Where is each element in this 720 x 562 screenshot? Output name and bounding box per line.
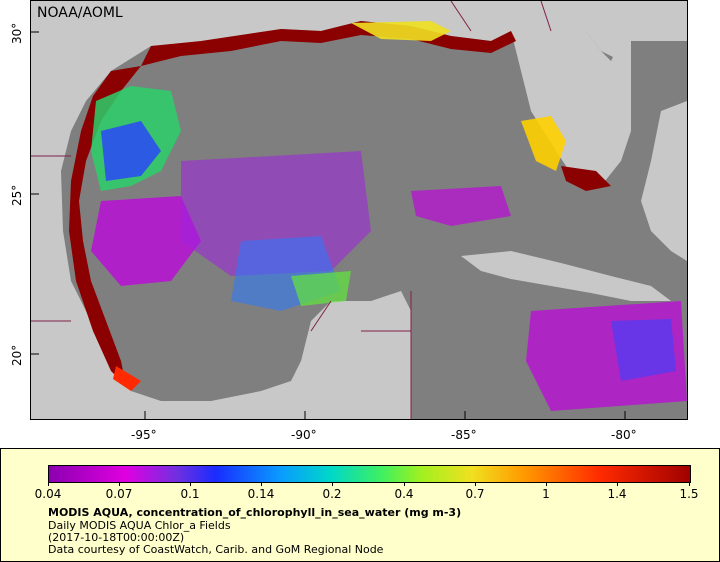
chl-patch-caribbean-blue (611, 319, 676, 381)
lon-label-80: -80° (611, 428, 637, 442)
chlorophyll-map (31, 1, 687, 419)
chl-patch-east-purple (411, 186, 511, 226)
map-panel[interactable]: NOAA/AOML (30, 0, 688, 420)
colorbar (48, 465, 691, 483)
chl-coastal-band-west (69, 66, 141, 386)
legend-source: Data courtesy of CoastWatch, Carib. and … (48, 543, 384, 556)
chl-north-yellow (351, 21, 451, 41)
colorbar-tick: 0.2 (322, 487, 342, 501)
axis-ticks (31, 31, 626, 419)
lat-label-20: 20° (10, 344, 24, 366)
legend-dataset: Daily MODIS AQUA Chlor_a Fields (48, 519, 231, 532)
colorbar-tick: 0.1 (180, 487, 200, 501)
colorbar-tick: 0.04 (34, 487, 62, 501)
colorbar-tick: 0.4 (394, 487, 414, 501)
lat-label-30: 30° (10, 22, 24, 44)
lon-label-90: -90° (291, 428, 317, 442)
land-bahamas-east (641, 101, 687, 261)
colorbar-tick: 1.5 (679, 487, 699, 501)
legend-variable: MODIS AQUA, concentration_of_chlorophyll… (48, 506, 462, 519)
border-lines (31, 1, 552, 419)
chl-fl-red (561, 166, 611, 191)
lon-label-95: -95° (131, 428, 157, 442)
lat-label-25: 25° (10, 184, 24, 206)
chl-patch-yucatan-red (113, 366, 141, 391)
legend-time: (2017-10-18T00:00:00Z) (48, 531, 185, 544)
legend-panel: 0.04 0.07 0.1 0.14 0.2 0.4 0.7 1 1.4 1.5… (0, 448, 720, 562)
land-cuba (461, 251, 671, 301)
colorbar-tick: 0.07 (105, 487, 133, 501)
lon-label-85: -85° (451, 428, 477, 442)
chl-patch-central-green (291, 271, 351, 306)
colorbar-tick: 0.7 (465, 487, 485, 501)
land-florida (511, 31, 631, 186)
chl-fl-bay (521, 116, 566, 171)
land-us-gulf-coast (31, 1, 687, 171)
colorbar-tick: 1.4 (607, 487, 627, 501)
chl-patch-west-purple (91, 196, 201, 286)
colorbar-tick: 0.14 (247, 487, 275, 501)
chl-texas-blue (101, 121, 161, 181)
colorbar-tick: 1 (542, 487, 550, 501)
credit-label: NOAA/AOML (37, 5, 123, 21)
land-mexico (31, 171, 411, 419)
